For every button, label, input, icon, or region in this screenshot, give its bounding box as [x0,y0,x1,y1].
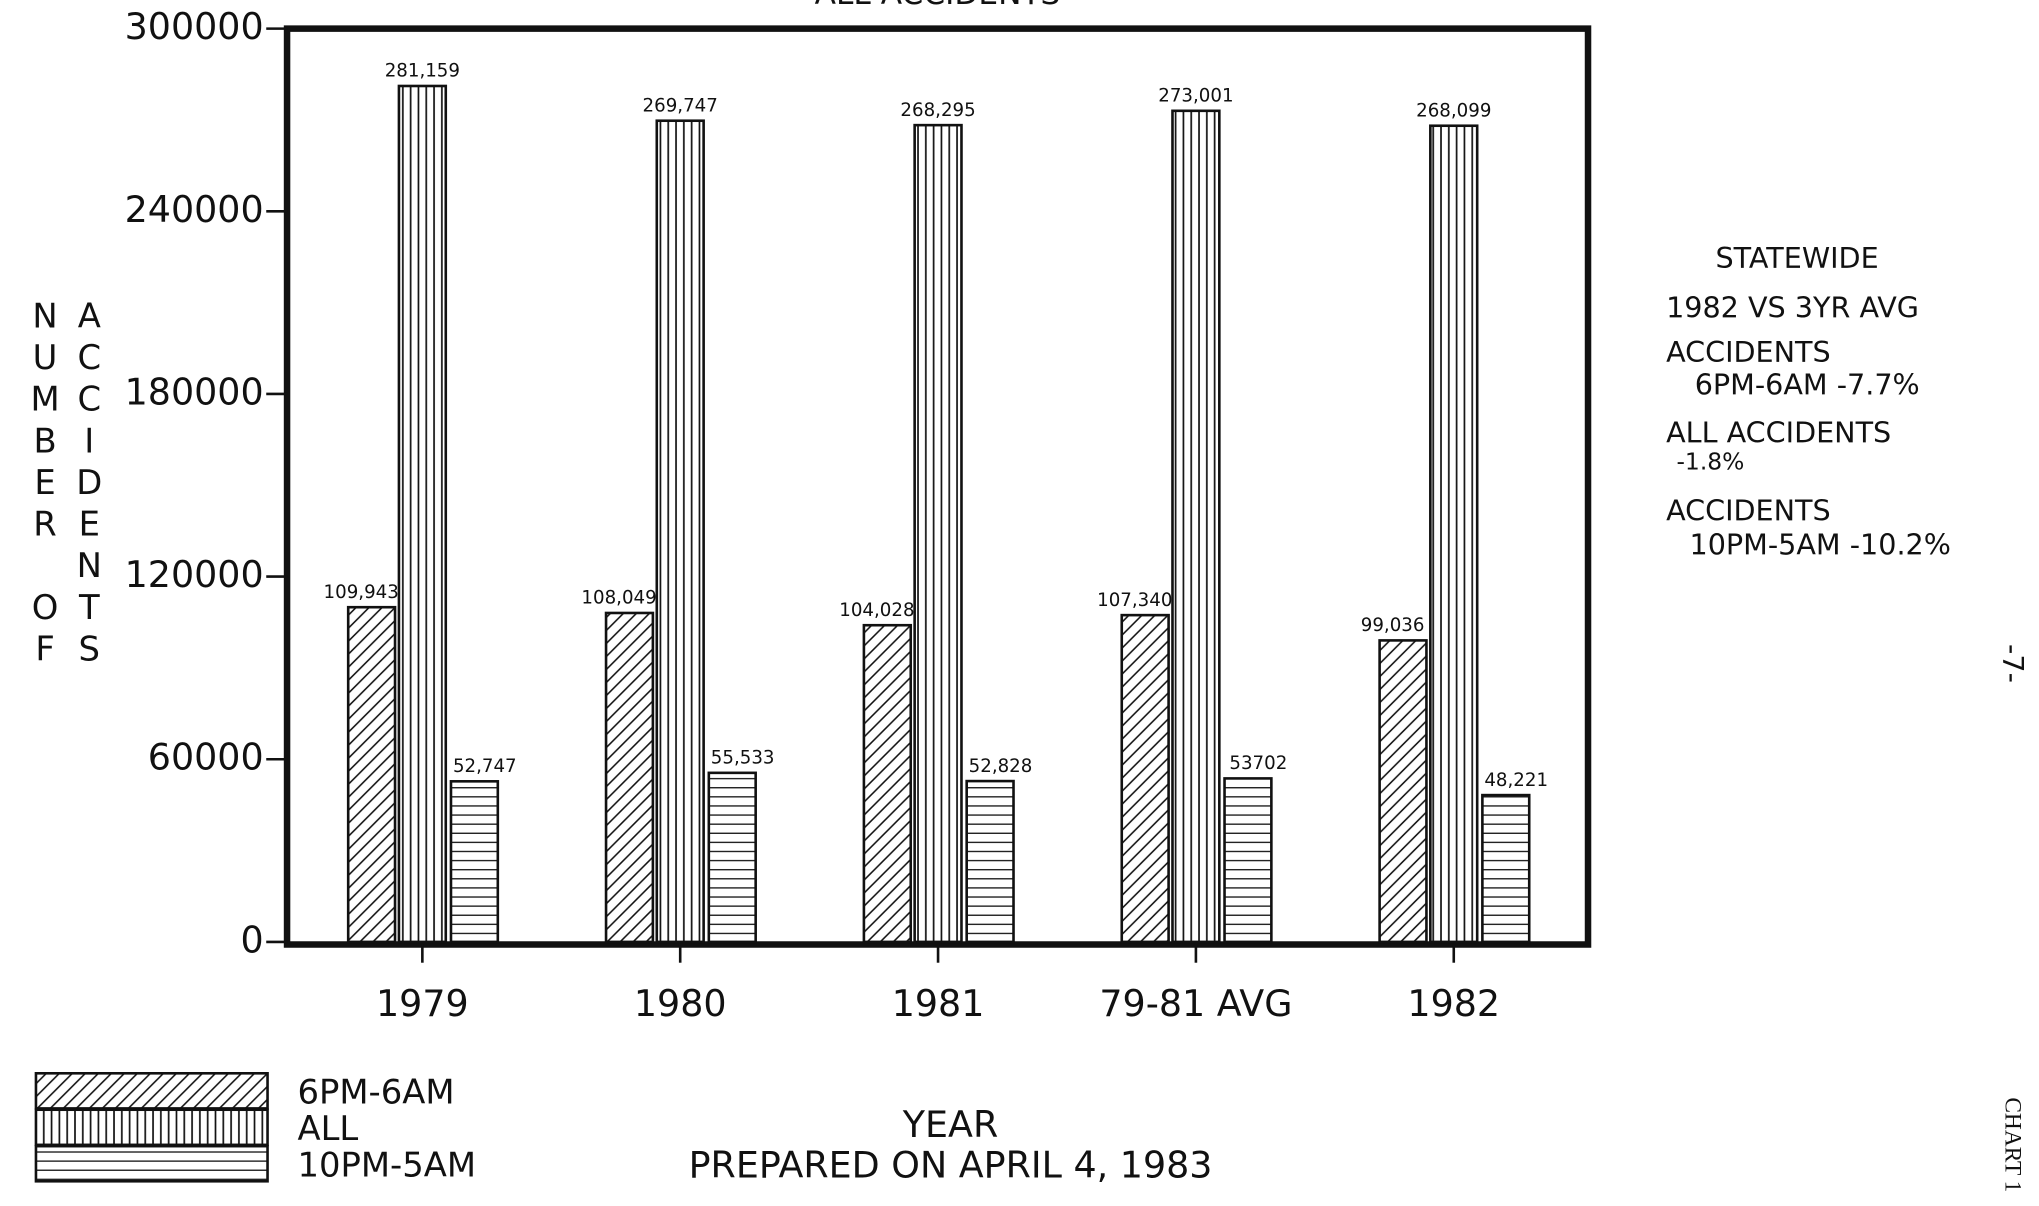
x-tick-label: 1982 [1407,982,1500,1025]
legend-label: ALL [297,1109,358,1148]
x-axis-label: YEAR [902,1103,998,1146]
value-label: 52,828 [969,756,1033,777]
chart-label: CHART 1 [1999,1097,2025,1192]
legend-swatch [34,1144,269,1183]
y-tick-label: 180000 [125,370,264,413]
annotation: 6PM-6AM -7.7% [1695,367,1920,401]
bar [965,779,1015,944]
y-tick-label: 300000 [125,5,264,48]
legend-label: 10PM-5AM [297,1145,476,1184]
value-label: 268,295 [900,100,975,121]
page-number: -7- [1996,644,2030,683]
bar [449,780,500,944]
bar [1120,613,1170,944]
annotation: 10PM-5AM -10.2% [1690,527,1951,561]
annotation: ACCIDENTS [1666,335,1831,369]
value-label: 108,049 [581,588,656,609]
legend-swatch [34,1108,269,1147]
bar [604,611,655,944]
y-tick-label: 240000 [125,188,264,231]
value-label: 281,159 [385,61,460,82]
bar [1481,793,1531,944]
annotation: ALL ACCIDENTS [1666,416,1891,450]
chart-title: ALL ACCIDENTS [815,0,1061,12]
bar [707,771,757,944]
bar [913,123,963,944]
value-label: 273,001 [1158,86,1233,107]
bar [1171,109,1221,944]
value-label: 55,533 [711,748,775,769]
x-tick-label: 1980 [634,982,727,1025]
value-label: 107,340 [1097,590,1172,611]
annotation: 1982 VS 3YR AVG [1666,291,1919,325]
x-tick-label: 79-81 AVG [1099,982,1292,1025]
annotation: ACCIDENTS [1666,494,1831,528]
annotation: -1.8% [1676,448,1744,476]
bar [862,623,913,944]
bar [1378,639,1428,944]
value-label: 109,943 [324,582,399,603]
y-tick-label: 0 [240,918,263,961]
value-label: 268,099 [1416,100,1491,121]
value-label: 52,747 [453,756,517,777]
value-label: 104,028 [839,600,914,621]
annotation: STATEWIDE [1716,241,1879,275]
y-tick-label: 60000 [148,736,264,779]
legend-swatch [34,1072,269,1110]
value-label: 48,221 [1484,770,1548,791]
legend-label: 6PM-6AM [297,1073,454,1112]
x-tick-label: 1979 [376,982,469,1025]
bar [397,84,448,944]
value-label: 269,747 [643,95,718,116]
bar [1223,777,1273,944]
value-label: 99,036 [1361,615,1425,636]
bar [655,119,705,944]
note: PREPARED ON APRIL 4, 1983 [689,1143,1213,1186]
y-tick-label: 120000 [125,553,264,596]
bar [1429,124,1479,944]
value-label: 53702 [1229,753,1287,774]
x-tick-label: 1981 [892,982,985,1025]
bar [346,605,397,944]
